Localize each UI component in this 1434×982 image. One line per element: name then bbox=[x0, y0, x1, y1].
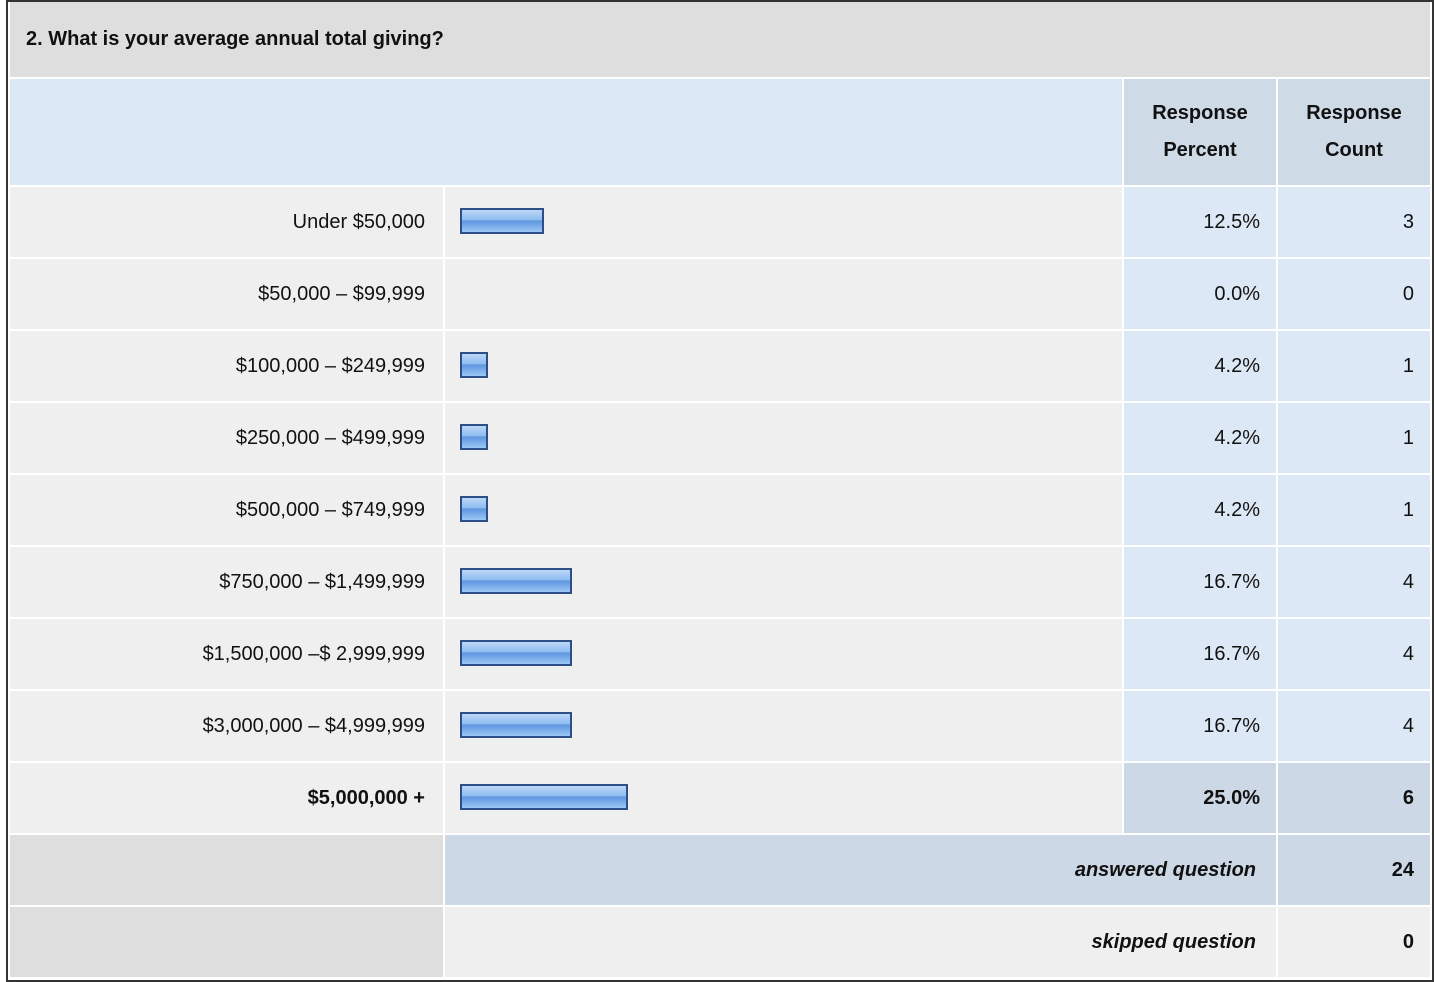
response-count-text: 4 bbox=[1402, 714, 1414, 737]
response-count: 3 bbox=[1278, 187, 1430, 257]
answer-label-text: $50,000 – $99,999 bbox=[258, 282, 425, 305]
answer-label: $500,000 – $749,999 bbox=[10, 475, 443, 545]
response-percent: 16.7% bbox=[1124, 547, 1276, 617]
response-percent-text: 25.0% bbox=[1203, 786, 1260, 809]
response-percent-text: 0.0% bbox=[1214, 282, 1260, 305]
response-percent: 4.2% bbox=[1124, 403, 1276, 473]
response-percent: 0.0% bbox=[1124, 259, 1276, 329]
header-percent-text: Response Percent bbox=[1152, 102, 1248, 161]
answer-label: $750,000 – $1,499,999 bbox=[10, 547, 443, 617]
skipped-count: 0 bbox=[1278, 907, 1430, 977]
response-count: 1 bbox=[1278, 475, 1430, 545]
response-count-text: 1 bbox=[1402, 426, 1414, 449]
bar-cell bbox=[445, 259, 1122, 329]
question-title: 2. What is your average annual total giv… bbox=[10, 2, 1430, 77]
response-percent-text: 4.2% bbox=[1214, 498, 1260, 521]
header-count-text: Response Count bbox=[1306, 102, 1402, 161]
response-count-text: 3 bbox=[1402, 210, 1414, 233]
response-count: 4 bbox=[1278, 547, 1430, 617]
answer-label: $1,500,000 –$ 2,999,999 bbox=[10, 619, 443, 689]
response-percent: 12.5% bbox=[1124, 187, 1276, 257]
answer-label: $3,000,000 – $4,999,999 bbox=[10, 691, 443, 761]
bar bbox=[460, 784, 628, 810]
bar bbox=[460, 712, 573, 738]
answer-label-text: $250,000 – $499,999 bbox=[235, 426, 425, 449]
response-count-text: 1 bbox=[1402, 498, 1414, 521]
skipped-label: skipped question bbox=[445, 907, 1276, 977]
header-percent: Response Percent bbox=[1124, 79, 1276, 185]
skipped-count-text: 0 bbox=[1402, 930, 1414, 953]
response-count: 0 bbox=[1278, 259, 1430, 329]
bar-cell bbox=[445, 403, 1122, 473]
answered-label-text: answered question bbox=[1074, 858, 1256, 881]
response-count-text: 0 bbox=[1402, 282, 1414, 305]
answer-label: $50,000 – $99,999 bbox=[10, 259, 443, 329]
response-percent: 16.7% bbox=[1124, 691, 1276, 761]
response-percent-text: 16.7% bbox=[1203, 642, 1260, 665]
answer-label-text: $5,000,000 + bbox=[307, 786, 425, 809]
response-percent-text: 12.5% bbox=[1203, 210, 1260, 233]
answered-blank bbox=[10, 835, 443, 905]
response-count: 6 bbox=[1278, 763, 1430, 833]
response-count-text: 4 bbox=[1402, 570, 1414, 593]
response-count: 4 bbox=[1278, 619, 1430, 689]
bar bbox=[460, 568, 573, 594]
answer-label-text: $1,500,000 –$ 2,999,999 bbox=[202, 642, 425, 665]
question-title-text: 2. What is your average annual total giv… bbox=[26, 28, 444, 50]
response-count: 4 bbox=[1278, 691, 1430, 761]
response-percent: 16.7% bbox=[1124, 619, 1276, 689]
response-count-text: 6 bbox=[1402, 786, 1414, 809]
bar bbox=[460, 640, 573, 666]
answer-label: $250,000 – $499,999 bbox=[10, 403, 443, 473]
response-percent: 25.0% bbox=[1124, 763, 1276, 833]
answered-label: answered question bbox=[445, 835, 1276, 905]
bar-cell bbox=[445, 331, 1122, 401]
header-blank bbox=[10, 79, 1122, 185]
answer-label: $5,000,000 + bbox=[10, 763, 443, 833]
response-count-text: 1 bbox=[1402, 354, 1414, 377]
response-percent: 4.2% bbox=[1124, 331, 1276, 401]
answer-label-text: $100,000 – $249,999 bbox=[235, 354, 425, 377]
answered-count-text: 24 bbox=[1391, 858, 1414, 881]
bar-cell bbox=[445, 187, 1122, 257]
response-percent: 4.2% bbox=[1124, 475, 1276, 545]
response-count-text: 4 bbox=[1402, 642, 1414, 665]
response-percent-text: 4.2% bbox=[1214, 426, 1260, 449]
answer-label-text: $500,000 – $749,999 bbox=[235, 498, 425, 521]
bar bbox=[460, 208, 544, 234]
bar bbox=[460, 496, 489, 522]
bar-cell bbox=[445, 475, 1122, 545]
response-count: 1 bbox=[1278, 331, 1430, 401]
answer-label: Under $50,000 bbox=[10, 187, 443, 257]
response-percent-text: 4.2% bbox=[1214, 354, 1260, 377]
answered-count: 24 bbox=[1278, 835, 1430, 905]
response-count: 1 bbox=[1278, 403, 1430, 473]
answer-label-text: $3,000,000 – $4,999,999 bbox=[202, 714, 425, 737]
bar bbox=[460, 352, 489, 378]
response-percent-text: 16.7% bbox=[1203, 714, 1260, 737]
skipped-blank bbox=[10, 907, 443, 977]
header-count: Response Count bbox=[1278, 79, 1430, 185]
answer-label: $100,000 – $249,999 bbox=[10, 331, 443, 401]
answer-label-text: Under $50,000 bbox=[292, 210, 425, 233]
response-percent-text: 16.7% bbox=[1203, 570, 1260, 593]
answer-label-text: $750,000 – $1,499,999 bbox=[219, 570, 425, 593]
skipped-label-text: skipped question bbox=[1091, 930, 1256, 953]
bar bbox=[460, 424, 489, 450]
